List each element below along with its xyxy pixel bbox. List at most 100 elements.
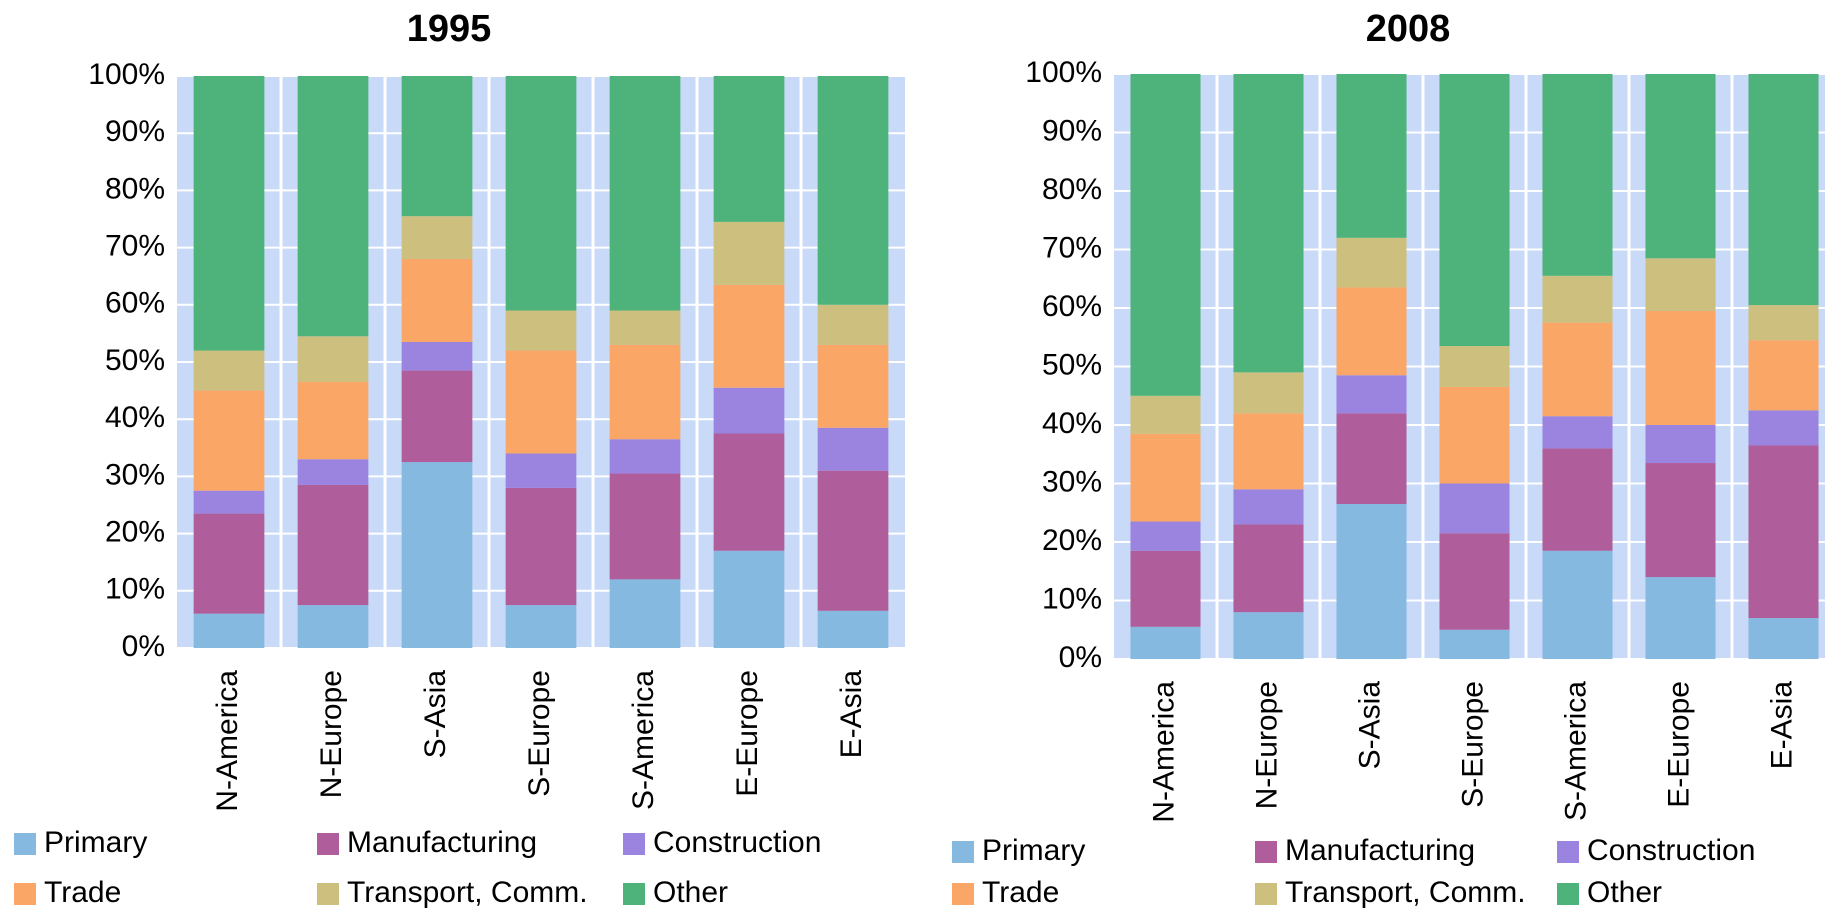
legend-swatch xyxy=(14,833,36,855)
bar-segment xyxy=(401,216,473,260)
bar-segment xyxy=(1439,533,1510,630)
bar-segment xyxy=(1130,521,1201,551)
y-tick-label: 60% xyxy=(1042,290,1102,323)
x-tick-label: E-Europe xyxy=(731,670,764,797)
bar-segment xyxy=(505,310,577,351)
x-tick-label: S-Europe xyxy=(523,670,556,797)
bar-segment xyxy=(401,341,473,371)
y-tick-label: 40% xyxy=(105,401,165,434)
y-tick-label: 30% xyxy=(105,458,165,491)
bar-segment xyxy=(1439,74,1510,347)
legend-swatch xyxy=(14,883,36,905)
bar-segment xyxy=(1439,346,1510,387)
bar-segment xyxy=(817,304,889,345)
y-tick-label: 80% xyxy=(105,172,165,205)
x-tick-label: N-America xyxy=(211,670,244,812)
legend-swatch xyxy=(623,883,645,905)
bar-segment xyxy=(1233,74,1304,373)
bar-segment xyxy=(1233,524,1304,613)
y-tick-label: 70% xyxy=(1042,231,1102,264)
legend-label: Transport, Comm. xyxy=(1285,876,1526,909)
bar-segment xyxy=(817,610,889,648)
bar-segment xyxy=(609,473,681,580)
y-tick-label: 0% xyxy=(1059,641,1102,674)
y-tick-label: 70% xyxy=(105,230,165,263)
y-tick-label: 20% xyxy=(1042,524,1102,557)
bar-segment xyxy=(1130,74,1201,396)
bar-segment xyxy=(1542,322,1613,417)
bar-segment xyxy=(505,453,577,488)
bar-segment xyxy=(1645,463,1716,578)
bar-segment xyxy=(1233,413,1304,490)
bar-segment xyxy=(1233,612,1304,659)
bar-segment xyxy=(1336,375,1407,414)
bar-segment xyxy=(1439,386,1510,484)
bar-segment xyxy=(1748,445,1819,619)
bar-segment xyxy=(1130,433,1201,522)
bar-segment xyxy=(401,370,473,463)
legend-label: Transport, Comm. xyxy=(347,876,588,909)
x-tick-label: N-America xyxy=(1147,681,1180,823)
x-tick-label: S-America xyxy=(1559,681,1592,821)
y-tick-label: 60% xyxy=(105,287,165,320)
bar-segment xyxy=(1542,550,1613,659)
chart-title: 2008 xyxy=(1366,8,1451,50)
legend-label: Trade xyxy=(44,876,121,909)
bar-segment xyxy=(817,76,889,305)
bar-segment xyxy=(1645,425,1716,464)
bar-segment xyxy=(193,390,265,491)
bar-segment xyxy=(609,579,681,648)
bar-segment xyxy=(1336,74,1407,238)
y-tick-label: 30% xyxy=(1042,465,1102,498)
bar-segment xyxy=(1336,503,1407,659)
legend-swatch xyxy=(1255,883,1277,905)
legend-label: Construction xyxy=(653,826,821,859)
bar-segment xyxy=(505,487,577,606)
bar-segment xyxy=(1645,74,1716,259)
bar-segment xyxy=(1748,340,1819,411)
bar-segment xyxy=(1748,74,1819,306)
bar-segment xyxy=(817,470,889,611)
legend-label: Other xyxy=(1587,876,1662,909)
bar-segment xyxy=(713,433,785,551)
legend-label: Trade xyxy=(982,876,1059,909)
bar-segment xyxy=(1130,626,1201,659)
bar-segment xyxy=(817,427,889,471)
y-tick-label: 50% xyxy=(1042,348,1102,381)
bar-segment xyxy=(1748,618,1819,659)
y-tick-label: 100% xyxy=(88,58,165,91)
bar-segment xyxy=(1130,550,1201,627)
x-tick-label: S-Europe xyxy=(1456,681,1489,808)
legend-swatch xyxy=(1255,841,1277,863)
legend-label: Construction xyxy=(1587,834,1755,867)
legend-label: Primary xyxy=(982,834,1085,867)
x-tick-label: S-America xyxy=(627,670,660,810)
bar-segment xyxy=(1439,629,1510,659)
legend-swatch xyxy=(952,883,974,905)
bar-segment xyxy=(193,613,265,648)
bar-segment xyxy=(193,490,265,514)
bar-segment xyxy=(1233,372,1304,414)
legend-label: Primary xyxy=(44,826,147,859)
bar-segment xyxy=(817,344,889,428)
y-tick-label: 50% xyxy=(105,344,165,377)
bar-segment xyxy=(713,550,785,648)
bar-segment xyxy=(1748,305,1819,341)
bar-segment xyxy=(713,284,785,388)
bar-segment xyxy=(713,387,785,434)
x-tick-label: E-Asia xyxy=(835,670,868,759)
y-tick-label: 90% xyxy=(105,115,165,148)
bar-segment xyxy=(609,310,681,345)
bar-segment xyxy=(505,605,577,648)
bar-segment xyxy=(1233,489,1304,525)
y-tick-label: 10% xyxy=(1042,582,1102,615)
y-tick-label: 80% xyxy=(1042,173,1102,206)
x-tick-label: S-Asia xyxy=(419,670,452,759)
x-tick-label: S-Asia xyxy=(1353,681,1386,770)
bar-segment xyxy=(609,344,681,440)
bar-segment xyxy=(1645,577,1716,659)
bar-segment xyxy=(297,605,369,648)
legend-swatch xyxy=(623,833,645,855)
bar-segment xyxy=(1336,237,1407,288)
